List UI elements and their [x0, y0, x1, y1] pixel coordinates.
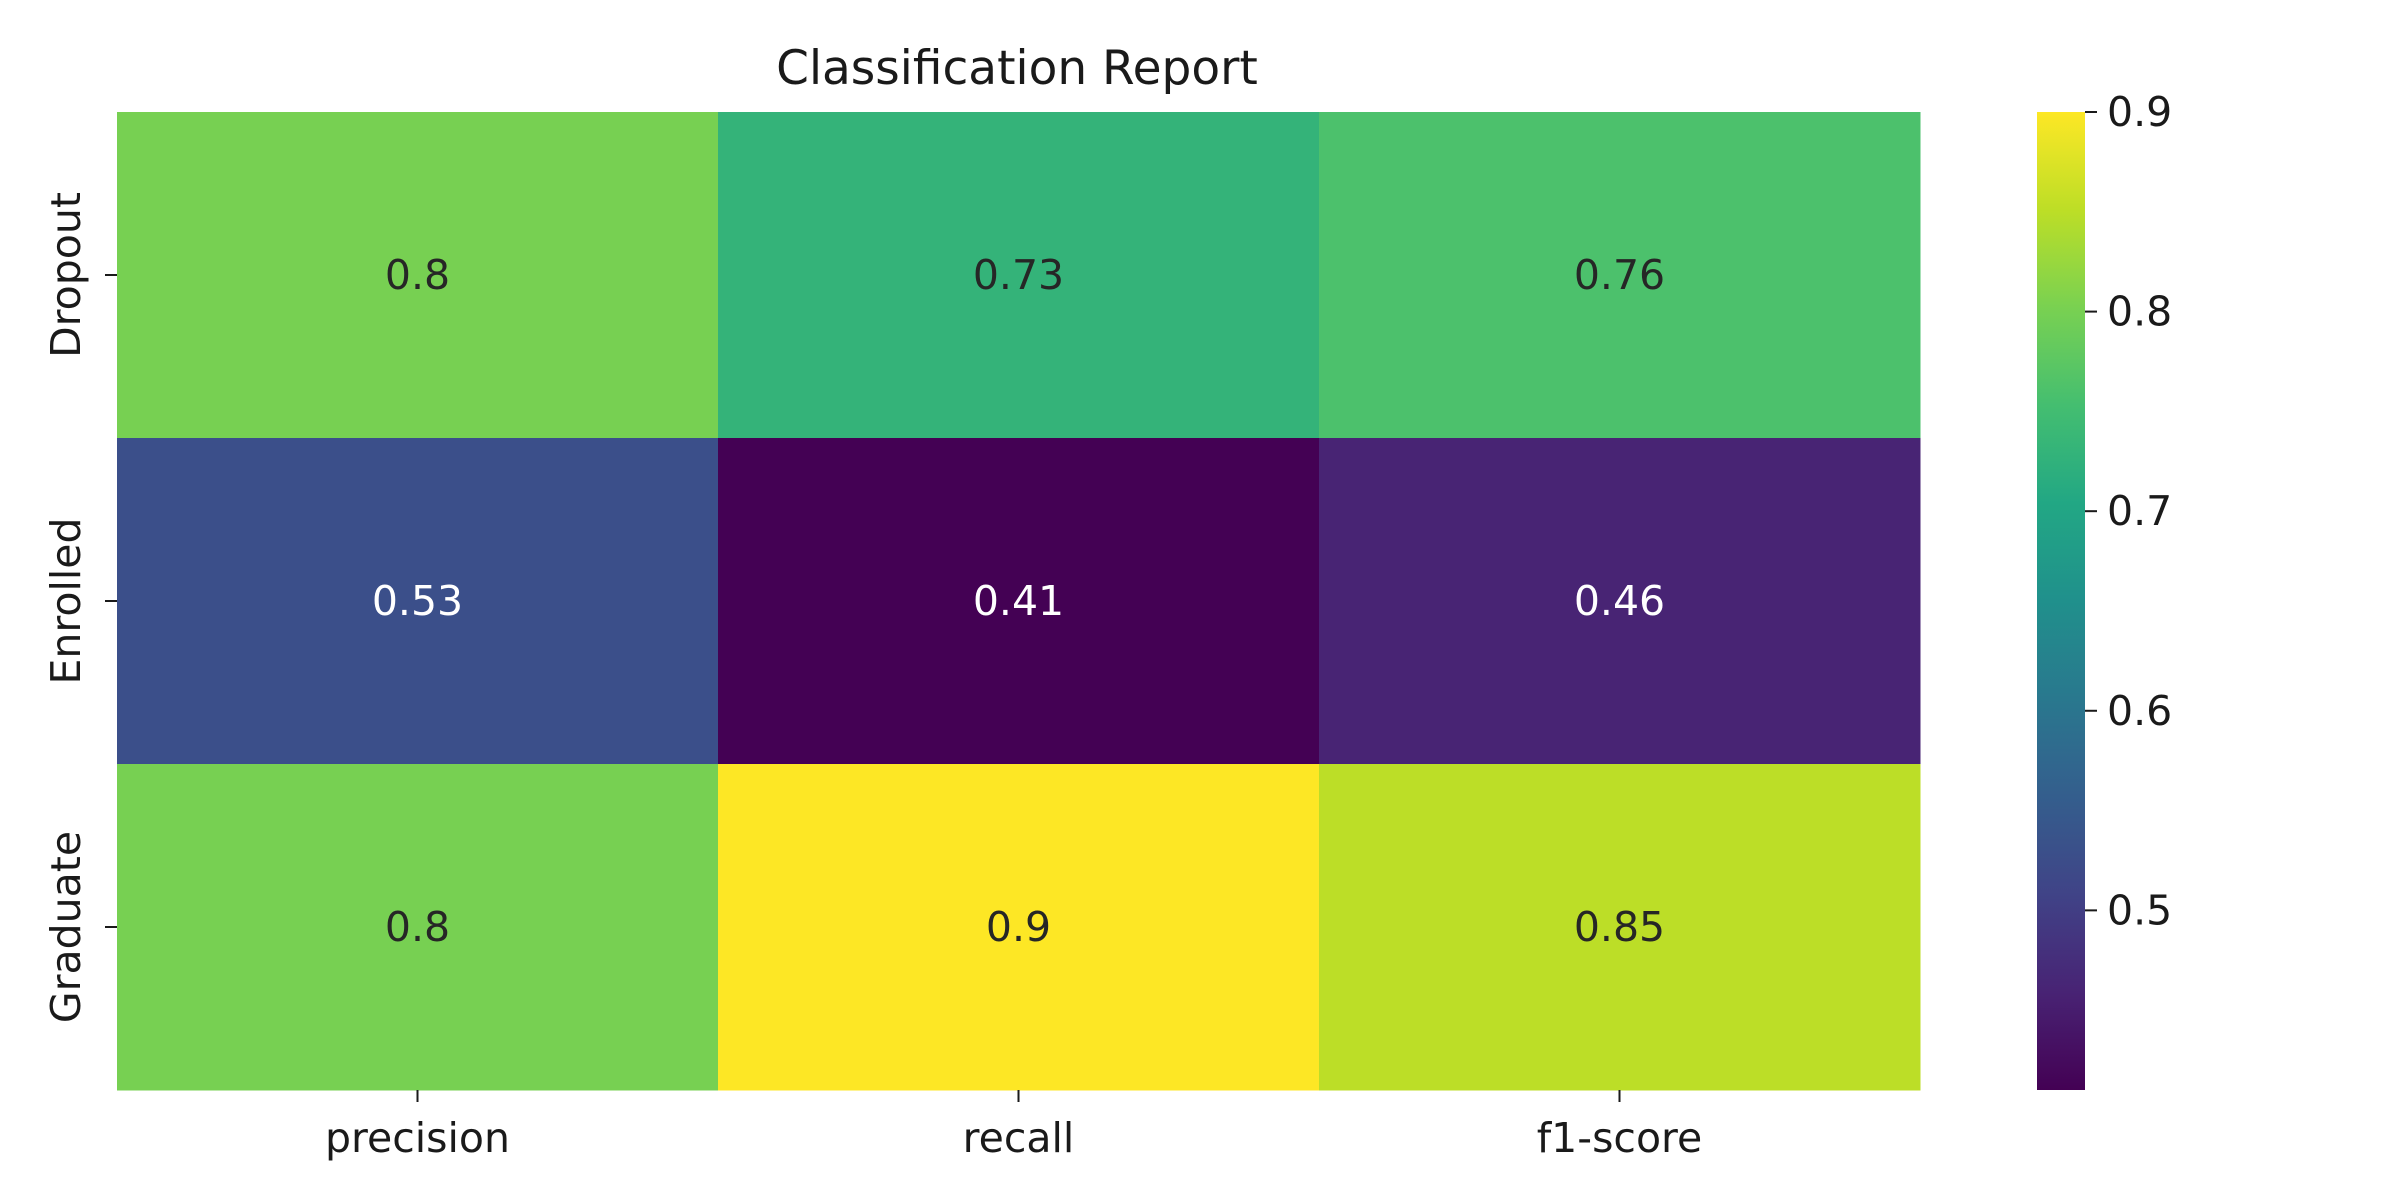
cell-value-label: 0.9	[986, 903, 1051, 951]
x-tick-label: precision	[325, 1114, 510, 1162]
heatmap-cell	[1319, 112, 1921, 439]
y-tick-label: Dropout	[42, 192, 90, 358]
colorbar-tick-label: 0.7	[2107, 487, 2172, 535]
y-tick-label: Enrolled	[42, 518, 90, 685]
colorbar-gradient	[2037, 112, 2085, 1090]
cell-value-label: 0.41	[973, 577, 1064, 625]
x-tick-label: f1-score	[1537, 1114, 1702, 1162]
colorbar-tick-label: 0.9	[2107, 88, 2172, 136]
heatmap-cells: 0.8 0.73 0.76 0.53 0.41 0.46 0.8 0.9 0.85	[117, 112, 1921, 1091]
x-tick-label: recall	[963, 1114, 1075, 1162]
y-tick-label: Graduate	[42, 831, 90, 1023]
cell-value-label: 0.8	[385, 903, 450, 951]
cell-value-label: 0.8	[385, 251, 450, 299]
heatmap-cell	[718, 112, 1320, 439]
heatmap-cell	[117, 764, 719, 1091]
cell-value-label: 0.85	[1574, 903, 1665, 951]
colorbar-tick-label: 0.6	[2107, 687, 2172, 735]
heatmap-cell	[117, 112, 719, 439]
colorbar: 0.5 0.6 0.7 0.8 0.9	[2037, 88, 2172, 1090]
y-axis: Dropout Enrolled Graduate	[42, 192, 117, 1023]
cell-value-label: 0.46	[1574, 577, 1665, 625]
colorbar-tick-label: 0.8	[2107, 288, 2172, 336]
heatmap-cell	[117, 438, 719, 765]
heatmap-cell	[718, 764, 1320, 1091]
chart-title: Classification Report	[776, 41, 1258, 96]
cell-value-label: 0.53	[372, 577, 463, 625]
cell-value-label: 0.73	[973, 251, 1064, 299]
heatmap-cell	[718, 438, 1320, 765]
heatmap-cell	[1319, 438, 1921, 765]
heatmap-cell	[1319, 764, 1921, 1091]
x-axis: precision recall f1-score	[325, 1090, 1702, 1162]
colorbar-tick-label: 0.5	[2107, 886, 2172, 934]
cell-value-label: 0.76	[1574, 251, 1665, 299]
